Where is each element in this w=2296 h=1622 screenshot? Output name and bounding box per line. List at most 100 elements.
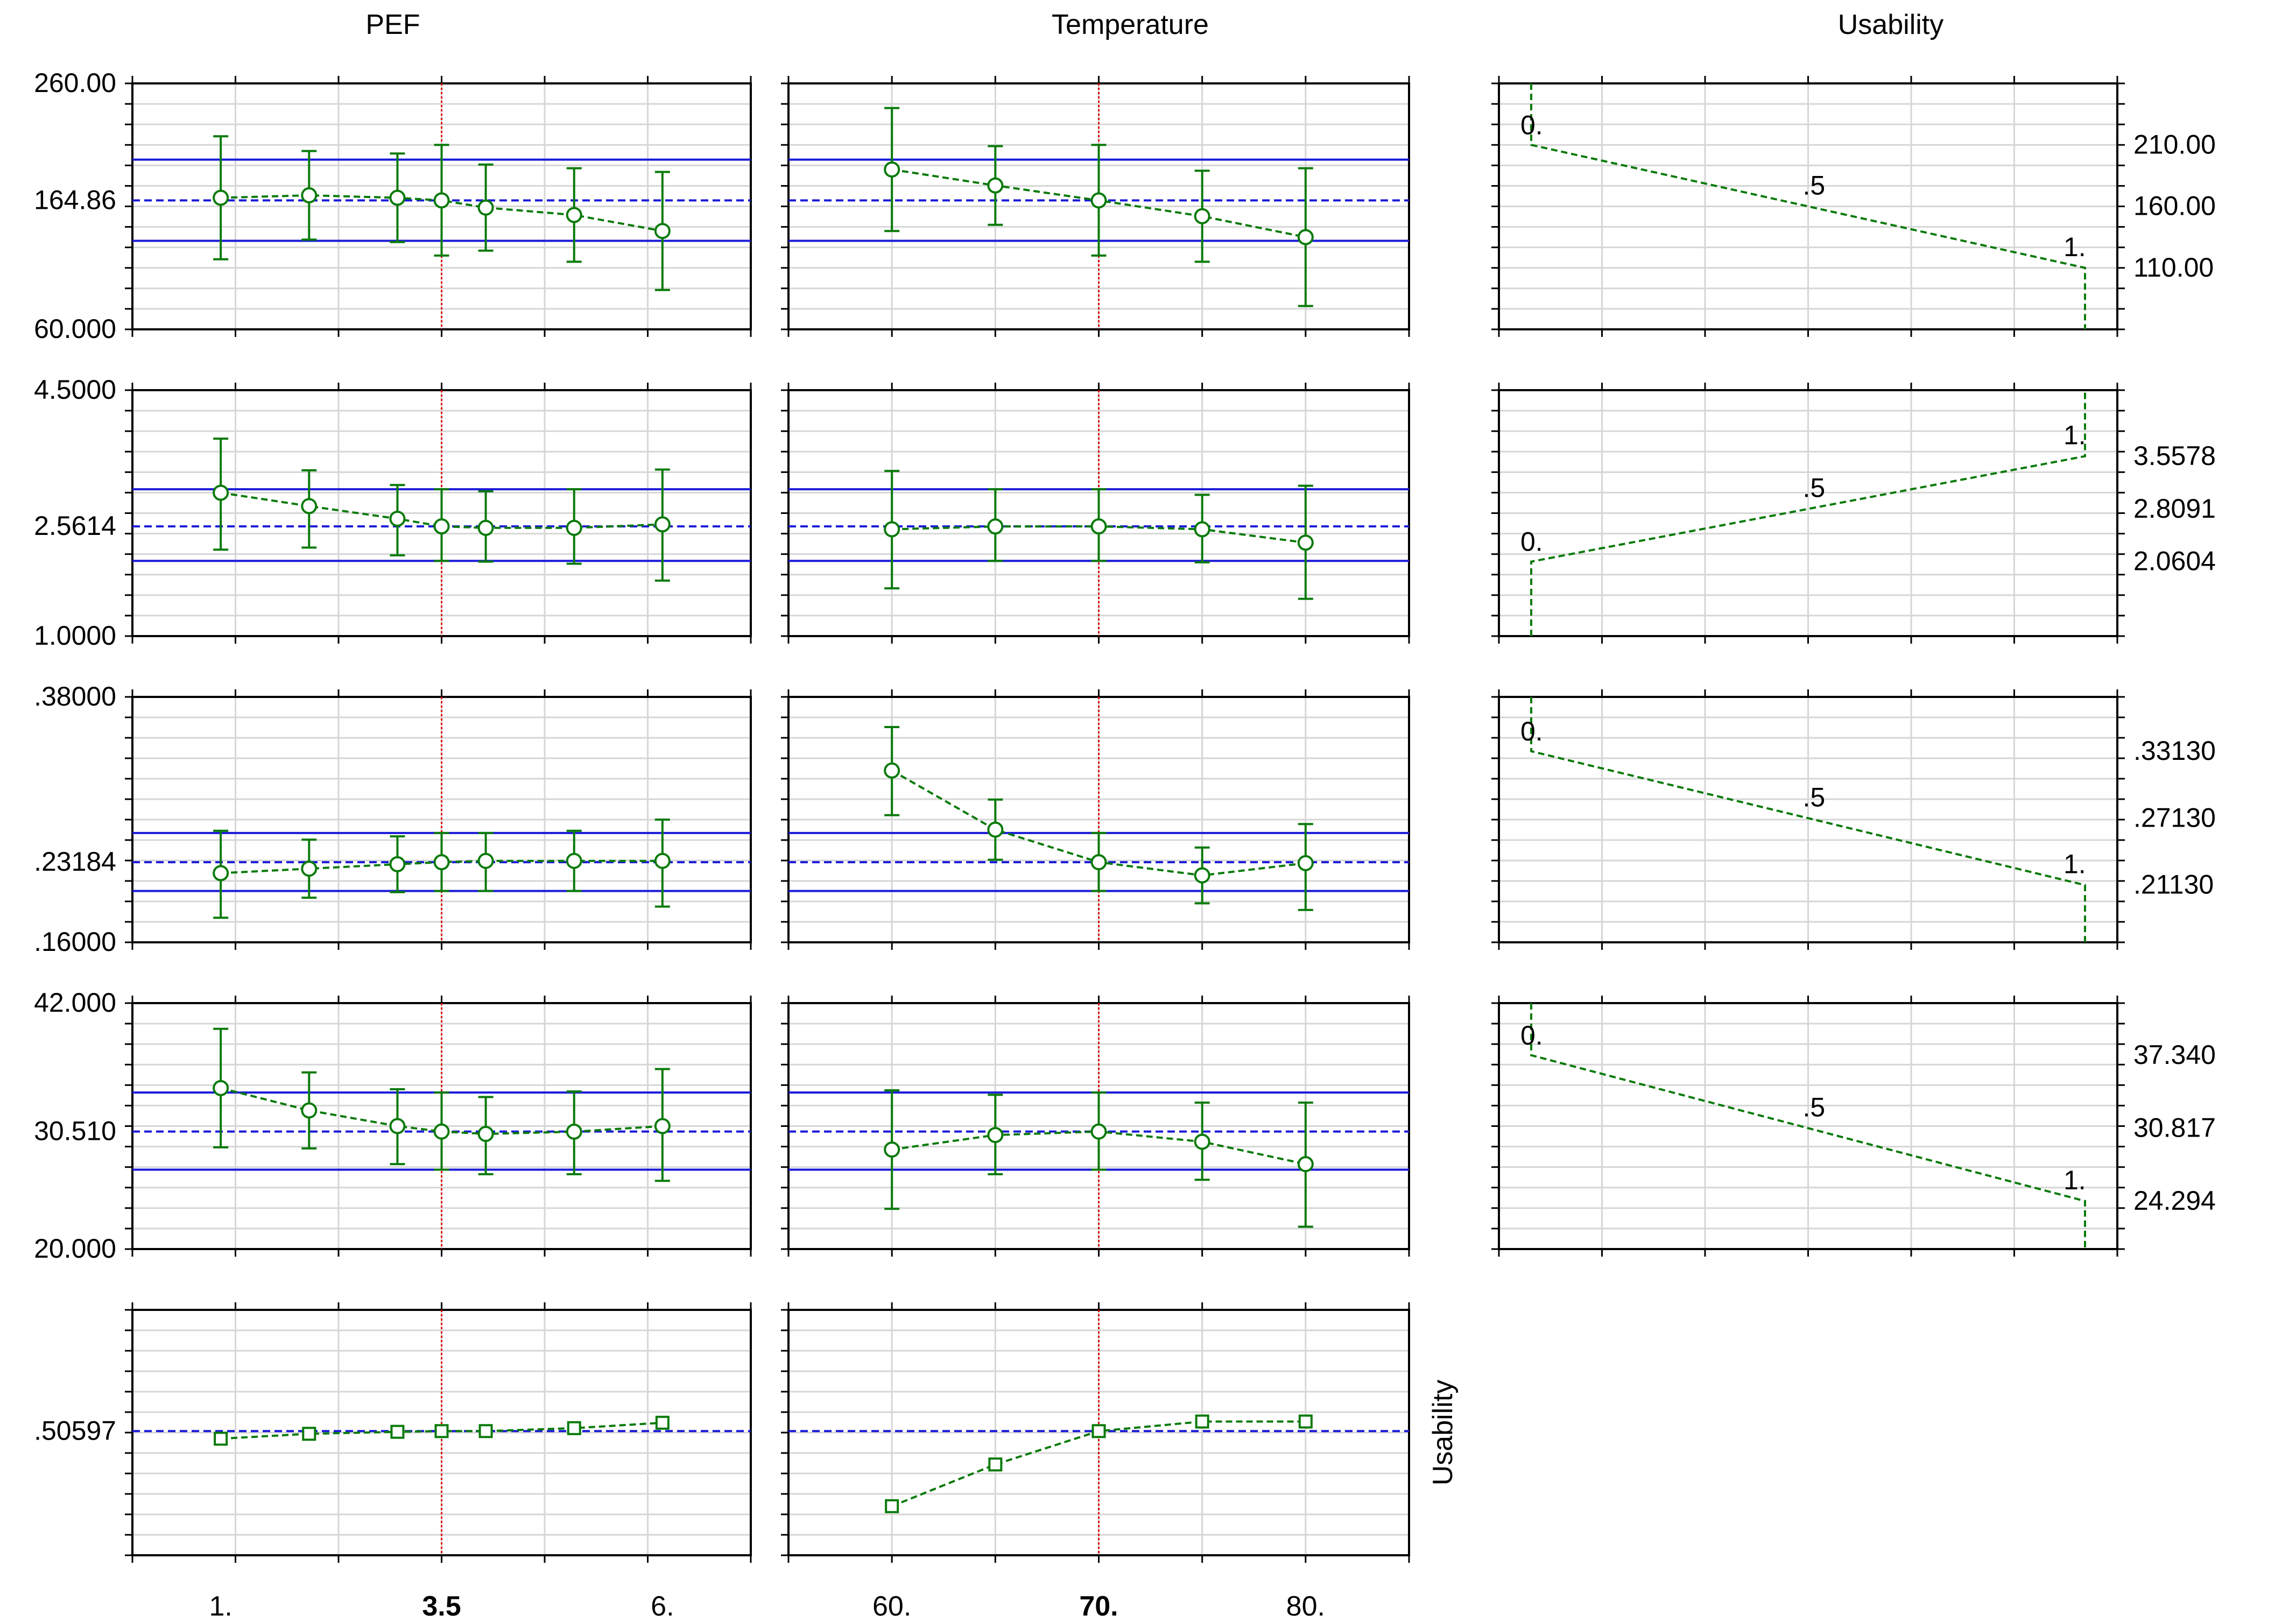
response-axis-title: DPPH xyxy=(2292,474,2296,552)
mean-point xyxy=(1090,192,1107,209)
mean-point xyxy=(1297,229,1314,245)
x-tick-label: 60. xyxy=(872,1591,911,1622)
usability-point xyxy=(1298,1414,1313,1429)
desirability-label-1: 1. xyxy=(2063,420,2086,450)
desirability-label-05: .5 xyxy=(1803,1092,1826,1122)
desirability-DPPH: 0. .5 1. 3.5578 2.8091 2.0604 DPPH xyxy=(1491,383,2296,644)
y-tick-label-current: .23184 xyxy=(34,847,116,877)
desirability-y-tick-label: 2.0604 xyxy=(2133,546,2216,576)
mean-point xyxy=(884,161,900,178)
usability-point xyxy=(214,1431,228,1446)
desirability-y-tick-label: 24.294 xyxy=(2133,1186,2216,1216)
plot-usability-temperature: 60. 70. 80. Usability xyxy=(781,1302,1459,1622)
mean-point xyxy=(213,484,229,501)
mean-point xyxy=(1194,208,1210,224)
mean-point xyxy=(1194,867,1210,884)
desirability-label-1: 1. xyxy=(2063,1165,2086,1195)
mean-point xyxy=(1194,1133,1210,1150)
mean-point xyxy=(654,516,671,533)
desirability-y-tick-label: 3.5578 xyxy=(2133,441,2216,471)
desirability-label-0: 0. xyxy=(1520,110,1543,140)
usability-point xyxy=(434,1424,449,1438)
response-axis-title: drying time xyxy=(2292,138,2296,274)
desirability-drying-time: 0. .5 1. 210.00 160.00 110.00 drying time xyxy=(1491,76,2296,337)
desirability-y-tick-label: .33130 xyxy=(2133,736,2216,766)
mean-point xyxy=(654,1118,671,1134)
mean-point xyxy=(213,1080,229,1096)
mean-point xyxy=(477,852,494,869)
mean-point xyxy=(884,1141,900,1158)
column-title-usability: Usability xyxy=(1838,9,1944,40)
usability-point xyxy=(655,1415,670,1430)
desirability-total-sugars: 0. .5 1. 37.340 30.817 24.294 total sugars xyxy=(1491,996,2296,1257)
plot-total-sugars-pef: 42.000 30.510 20.000 xyxy=(34,988,752,1264)
mean-point xyxy=(987,821,1004,838)
x-tick-label: 3.5 xyxy=(422,1591,461,1622)
mean-point xyxy=(1297,534,1314,551)
mean-point xyxy=(433,192,450,209)
mean-point xyxy=(301,861,318,877)
mean-point xyxy=(301,1102,318,1119)
usability-point xyxy=(1091,1424,1106,1438)
mean-point xyxy=(654,223,671,239)
y-tick-label-min: 1.0000 xyxy=(34,620,116,651)
plot-drying-time-pef: 260.00 164.86 60.000 xyxy=(34,68,752,344)
desirability-line xyxy=(1530,697,2086,942)
mean-point xyxy=(566,207,582,223)
desirability-y-tick-label: 210.00 xyxy=(2133,129,2216,159)
mean-point xyxy=(884,521,900,538)
mean-point xyxy=(477,519,494,536)
response-axis-title: aw xyxy=(2292,801,2296,837)
y-tick-label-max: 4.5000 xyxy=(34,375,116,405)
desirability-line xyxy=(1530,83,2086,329)
desirability-y-tick-label: .27130 xyxy=(2133,802,2216,833)
usability-point xyxy=(988,1457,1003,1472)
y-tick-label-current: 30.510 xyxy=(34,1116,116,1146)
plot-DPPH-temperature xyxy=(781,383,1410,644)
mean-point xyxy=(1090,854,1107,871)
x-tick-label: 6. xyxy=(651,1591,674,1622)
desirability-y-tick-label: 2.8091 xyxy=(2133,493,2216,524)
x-tick-label: 1. xyxy=(209,1591,232,1622)
mean-point xyxy=(213,189,229,206)
desirability-label-1: 1. xyxy=(2063,232,2086,262)
plot-total-sugars-temperature xyxy=(781,996,1410,1257)
plot-usability-pef: .50597 1. 3.5 6. xyxy=(34,1302,752,1622)
x-tick-label: 70. xyxy=(1079,1591,1118,1622)
usability-axis-title: Usability xyxy=(1427,1380,1459,1486)
desirability-label-05: .5 xyxy=(1803,171,1826,201)
column-title-temperature: Temperature xyxy=(1052,9,1209,40)
plot-aw-pef: .38000 .23184 .16000 xyxy=(34,681,752,957)
usability-point xyxy=(1195,1414,1209,1429)
y-tick-label-min: .16000 xyxy=(34,927,116,957)
y-tick-label-min: 20.000 xyxy=(34,1233,116,1264)
desirability-y-tick-label: 110.00 xyxy=(2133,252,2214,283)
y-tick-label-max: 260.00 xyxy=(34,68,116,98)
desirability-label-0: 0. xyxy=(1520,527,1543,557)
mean-point xyxy=(389,189,406,206)
mean-point xyxy=(987,177,1004,194)
mean-point xyxy=(1297,855,1314,871)
mean-point xyxy=(1090,518,1107,535)
desirability-aw: 0. .5 1. .33130 .27130 .21130 aw xyxy=(1491,689,2296,950)
desirability-label-0: 0. xyxy=(1520,1020,1543,1050)
mean-point xyxy=(301,187,318,203)
usability-point xyxy=(302,1427,316,1441)
mean-point xyxy=(566,852,582,869)
mean-point xyxy=(1090,1123,1107,1140)
desirability-y-tick-label: 37.340 xyxy=(2133,1040,2216,1070)
usability-point xyxy=(390,1424,405,1439)
mean-point xyxy=(987,1127,1004,1144)
y-tick-label-min: 60.000 xyxy=(34,314,116,344)
y-tick-label-max: .38000 xyxy=(34,681,116,711)
mean-point xyxy=(884,762,900,779)
mean-point xyxy=(477,1126,494,1143)
plot-aw-temperature xyxy=(781,689,1410,950)
plot-DPPH-pef: 4.5000 2.5614 1.0000 xyxy=(34,375,752,651)
desirability-y-tick-label: 160.00 xyxy=(2133,191,2216,221)
desirability-label-0: 0. xyxy=(1520,716,1543,746)
column-title-pef: PEF xyxy=(365,9,420,40)
mean-point xyxy=(433,518,450,535)
x-tick-label: 80. xyxy=(1286,1591,1325,1622)
mean-point xyxy=(389,510,406,527)
